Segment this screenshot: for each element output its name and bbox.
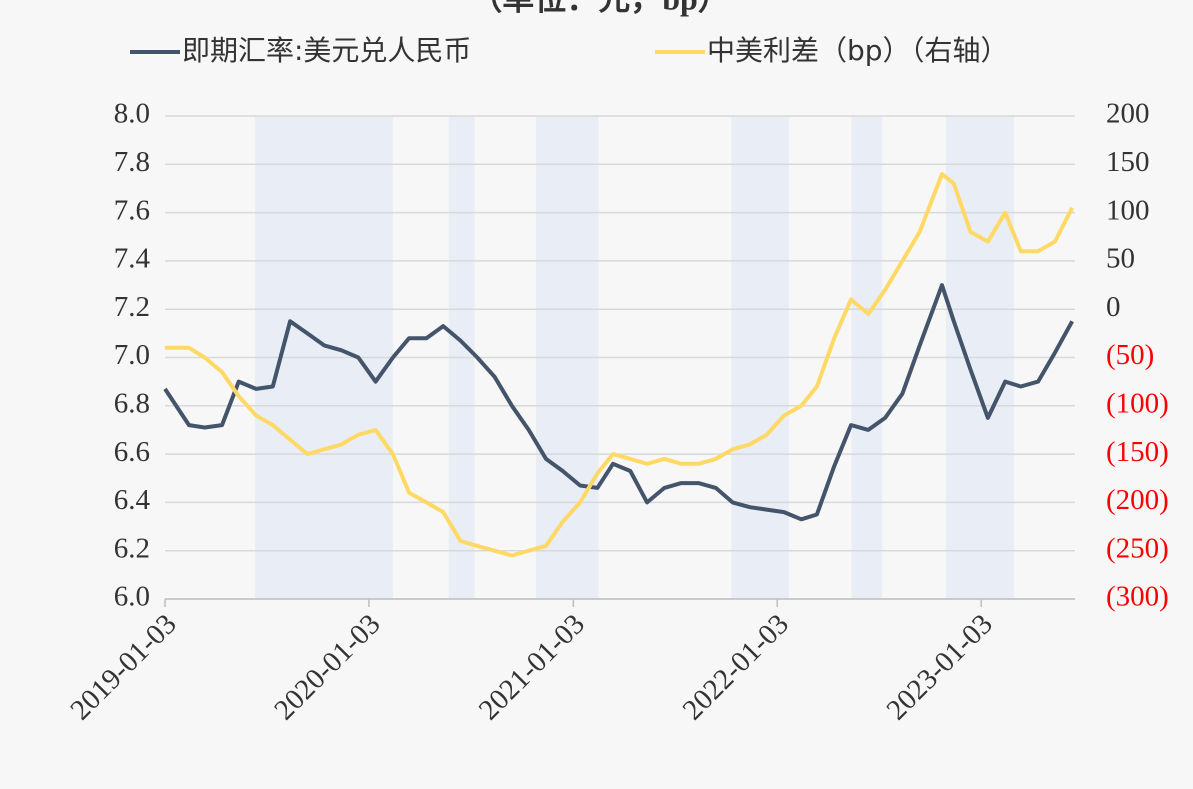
- y-tick-label: 6.2: [114, 532, 150, 564]
- y2-tick-label: (300): [1106, 581, 1169, 613]
- y-tick-label: 6.6: [114, 436, 150, 468]
- y2-tick-label: 200: [1106, 98, 1150, 130]
- y-tick-label: 6.0: [114, 581, 150, 613]
- y2-tick-label: (250): [1106, 532, 1169, 564]
- x-tick-label: 2019-01-03: [64, 608, 182, 726]
- y2-tick-label: 50: [1106, 243, 1135, 275]
- y-tick-label: 6.4: [114, 484, 151, 516]
- y2-tick-label: (100): [1106, 387, 1169, 419]
- y-tick-label: 7.2: [114, 291, 150, 323]
- y2-tick-label: (50): [1106, 339, 1154, 371]
- legend-label: 即期汇率:美元兑人民币: [182, 34, 471, 67]
- x-tick-label: 2021-01-03: [473, 608, 591, 726]
- y-tick-label: 8.0: [114, 98, 150, 130]
- series-line: [165, 172, 1074, 558]
- y-tick-label: 7.8: [114, 146, 150, 178]
- y2-tick-label: 150: [1106, 146, 1150, 178]
- y2-tick-label: (200): [1106, 484, 1169, 516]
- y-tick-label: 7.4: [114, 243, 151, 275]
- y2-tick-label: 100: [1106, 194, 1150, 226]
- legend-label: 中美利差（bp）（右轴）: [707, 34, 1009, 67]
- series-line: [163, 283, 1074, 522]
- x-tick-label: 2022-01-03: [677, 608, 795, 726]
- y2-tick-label: 0: [1106, 291, 1121, 323]
- y-tick-label: 7.6: [114, 194, 150, 226]
- y-tick-label: 6.8: [114, 387, 150, 419]
- x-tick-label: 2023-01-03: [880, 608, 998, 726]
- y2-tick-label: (150): [1106, 436, 1169, 468]
- y-tick-label: 7.0: [114, 339, 150, 371]
- x-tick-label: 2020-01-03: [268, 608, 386, 726]
- chart-title: （单位：元，bp）: [470, 0, 730, 16]
